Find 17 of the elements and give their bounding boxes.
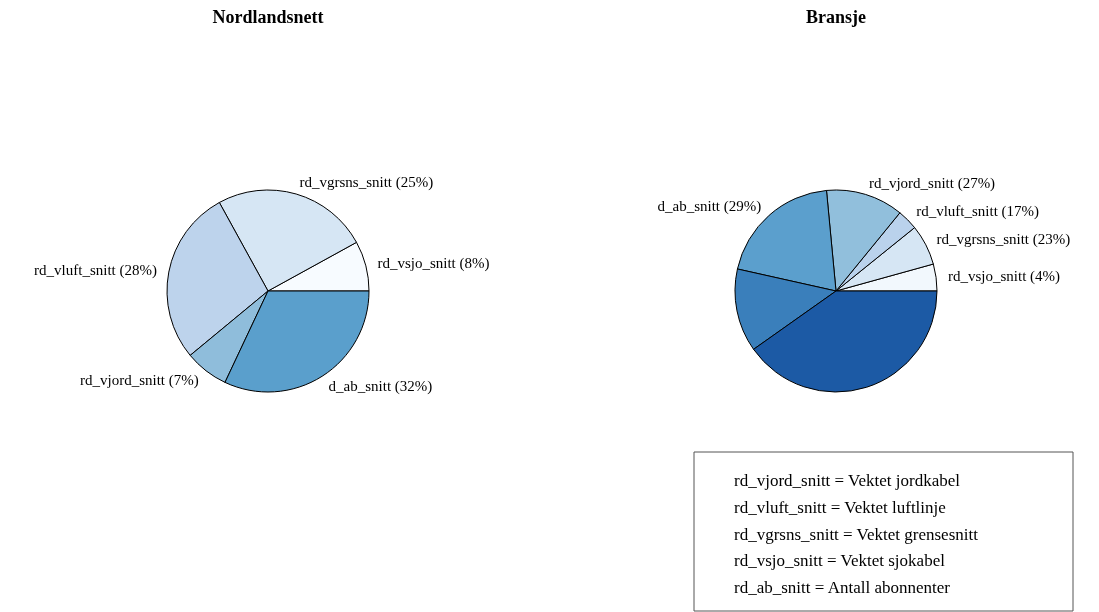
slice-label: rd_vluft_snitt (17%): [916, 203, 1040, 221]
text: rd_vgrsns_snitt = Vektet grensesnitt: [734, 524, 979, 544]
slice-label: rd_vluft_snitt (28%): [34, 261, 157, 279]
chart-title: Bransje: [806, 7, 866, 27]
slice-label: rd_vjord_snitt (7%): [80, 372, 199, 390]
text: rd_vsjo_snitt = Vektet sjokabel: [734, 551, 946, 571]
slice-label: rd_vgrsns_snitt (25%): [299, 174, 434, 192]
slice-label: rd_vsjo_snitt (4%): [947, 267, 1061, 285]
slice-label: d_ab_snitt (29%): [657, 198, 762, 216]
slice-label: rd_vjord_snitt (27%): [868, 174, 996, 192]
chart-title: Nordlandsnett: [212, 7, 324, 27]
text: rd_vjord_snitt = Vektet jordkabel: [734, 471, 961, 490]
text: rd_vluft_snitt = Vektet luftlinje: [734, 497, 946, 517]
slice-label: d_ab_snitt (32%): [328, 378, 433, 396]
slice-label: rd_vsjo_snitt (8%): [377, 254, 490, 272]
slice-label: rd_vgrsns_snitt (23%): [936, 231, 1071, 249]
text: rd_ab_snitt = Antall abonnenter: [734, 578, 951, 598]
